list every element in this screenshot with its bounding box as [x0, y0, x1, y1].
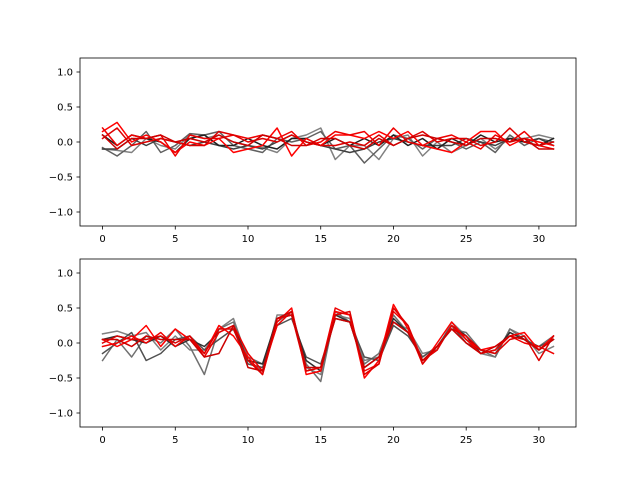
- x-tick-label: 15: [314, 435, 327, 446]
- y-tick-label: −0.5: [49, 173, 73, 184]
- series-line-8: [101, 133, 555, 150]
- y-tick-label: 0.0: [57, 339, 73, 350]
- x-tick-label: 10: [242, 435, 255, 446]
- x-tick-label: 20: [387, 234, 400, 245]
- x-tick-label: 30: [533, 234, 546, 245]
- series-group: [101, 121, 555, 164]
- y-tick-label: 0.0: [57, 138, 73, 149]
- series-line-6: [101, 126, 555, 157]
- x-tick-label: 10: [242, 234, 255, 245]
- x-tick-label: 5: [172, 234, 178, 245]
- series-line-5: [101, 121, 555, 157]
- y-tick-label: 1.0: [57, 269, 73, 280]
- subplot-2: 0 5 10 15 20 25 30 −1.0 −0.5 0.0 0.5 1.0: [49, 258, 577, 446]
- y-tick-label: −0.5: [49, 374, 73, 385]
- x-tick-label: 30: [533, 435, 546, 446]
- x-tick-label: 0: [99, 435, 105, 446]
- series-group: [101, 303, 555, 383]
- series-line-8: [101, 310, 555, 372]
- x-tick-label: 25: [460, 435, 473, 446]
- y-tick-label: 0.5: [57, 304, 73, 315]
- x-tick-label: 5: [172, 435, 178, 446]
- x-tick-label: 0: [99, 234, 105, 245]
- plot-area: 0 5 10 15 20 25 30 −1.0 −0.5 0.0 0.5 1.0 0 5 10 15 20 25 3…: [49, 57, 577, 446]
- y-tick-label: −1.0: [49, 208, 73, 219]
- x-tick-label: 20: [387, 435, 400, 446]
- y-tick-label: −1.0: [49, 409, 73, 420]
- x-tick-label: 25: [460, 234, 473, 245]
- x-tick-label: 15: [314, 234, 327, 245]
- y-tick-label: 0.5: [57, 103, 73, 114]
- subplot-1: 0 5 10 15 20 25 30 −1.0 −0.5 0.0 0.5 1.0: [49, 57, 577, 245]
- y-tick-label: 1.0: [57, 68, 73, 79]
- series-line-7: [101, 127, 555, 147]
